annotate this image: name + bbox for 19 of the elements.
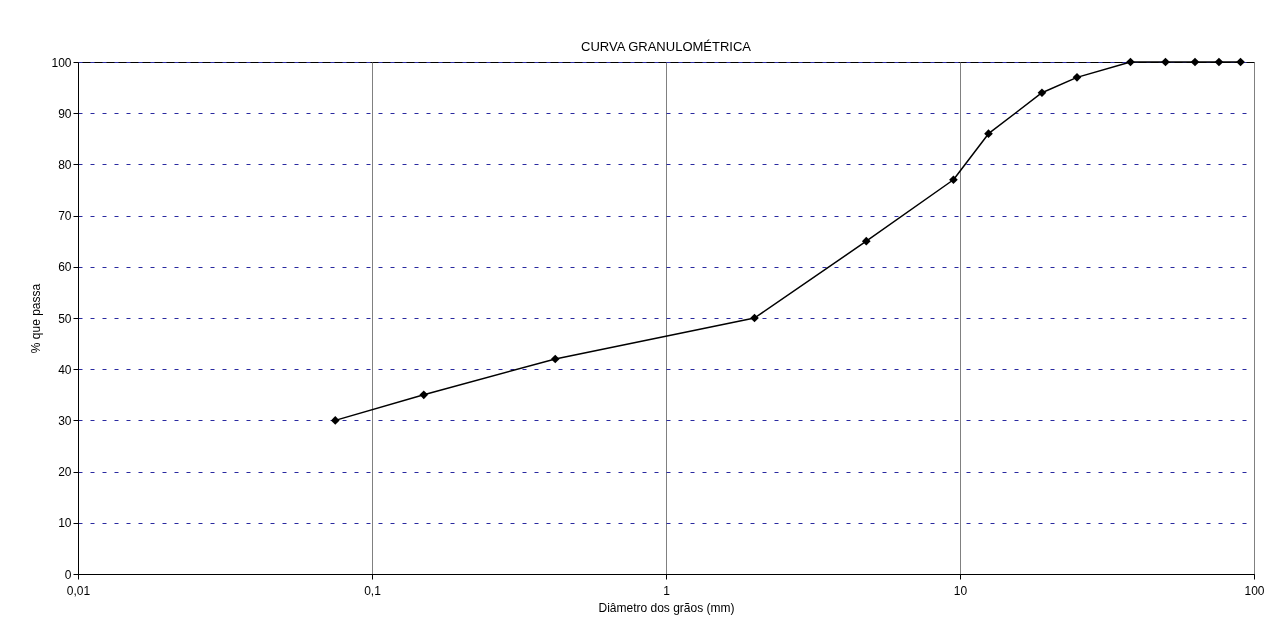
y-tick-label: 0 xyxy=(64,567,72,582)
y-tick-label: 60 xyxy=(58,260,72,275)
y-tick-label: 80 xyxy=(58,157,72,172)
y-tick-label: 90 xyxy=(58,106,72,121)
x-tick-label: 1 xyxy=(663,583,671,598)
x-tick-label: 0,1 xyxy=(364,583,382,598)
chart-title: CURVA GRANULOMÉTRICA xyxy=(581,39,752,54)
x-tick-label: 0,01 xyxy=(66,583,91,598)
y-tick-label: 70 xyxy=(58,209,72,224)
y-tick-label: 30 xyxy=(58,413,72,428)
y-axis-title: % que passa xyxy=(29,283,44,354)
y-tick-label: 50 xyxy=(58,311,72,326)
x-tick-label: 10 xyxy=(953,583,968,598)
y-tick-label: 40 xyxy=(58,362,72,377)
y-tick-label: 20 xyxy=(58,465,72,480)
y-tick-label: 10 xyxy=(58,516,72,531)
x-tick-label: 100 xyxy=(1244,583,1265,598)
x-axis-title: Diâmetro dos grãos (mm) xyxy=(598,600,735,615)
y-tick-label: 100 xyxy=(51,55,72,70)
